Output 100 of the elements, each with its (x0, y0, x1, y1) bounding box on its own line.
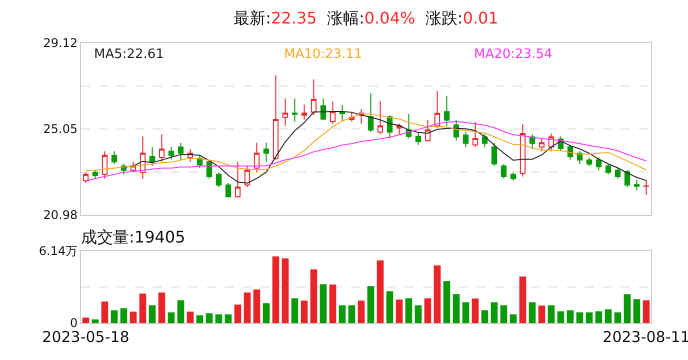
bar (472, 298, 479, 323)
bar (186, 312, 194, 323)
candlestick (624, 170, 630, 188)
bar (576, 312, 584, 323)
bar (434, 265, 441, 323)
y-tick-label: 20.98 (43, 208, 78, 222)
bar (291, 298, 298, 323)
bar (462, 302, 470, 323)
bar (500, 305, 508, 323)
bar (272, 256, 280, 323)
candlestick (491, 142, 498, 166)
bar (396, 300, 403, 323)
candlestick (444, 96, 450, 126)
bar (120, 308, 128, 323)
bar (481, 310, 488, 323)
bar (510, 314, 517, 323)
bar (206, 313, 213, 323)
bar (367, 286, 374, 323)
candlestick (92, 170, 98, 180)
y-tick-label: 6.14万 (38, 244, 78, 258)
bar (82, 318, 90, 323)
bar (557, 311, 564, 323)
bar (624, 294, 631, 323)
bar (262, 303, 270, 323)
bar (196, 315, 204, 323)
bar (282, 258, 289, 323)
bar (177, 300, 184, 323)
bar (414, 305, 422, 323)
bar (642, 300, 650, 323)
line-series (85, 120, 647, 182)
bar (148, 305, 156, 323)
y-tick-label: 0 (70, 316, 78, 330)
candlestick (614, 168, 621, 180)
text: MA20:23.54 (474, 47, 552, 62)
candlestick (643, 179, 650, 196)
bar (329, 284, 336, 323)
line-series (85, 112, 647, 171)
bar (253, 289, 260, 323)
candlestick (102, 150, 108, 180)
candlestick (368, 92, 374, 133)
bar (548, 305, 555, 323)
text: MA10:23.11 (284, 47, 362, 62)
bar (358, 300, 365, 323)
candlestick (263, 142, 270, 162)
candlestick (586, 157, 592, 166)
candlestick (424, 119, 431, 142)
candlestick (462, 132, 469, 148)
candlestick (634, 179, 640, 191)
bar (300, 300, 308, 323)
candlestick (292, 98, 298, 122)
candlestick (225, 182, 232, 198)
bar (424, 298, 432, 323)
bar (110, 310, 118, 323)
candlestick (244, 165, 250, 188)
candlestick (538, 138, 545, 152)
candlestick (149, 146, 156, 166)
bar (310, 269, 318, 323)
bar (224, 314, 232, 323)
bar (234, 304, 242, 323)
candlestick (415, 132, 422, 146)
chart-title: 最新:22.35 涨幅:0.04% 涨跌:0.01 (234, 8, 498, 28)
candlestick (330, 101, 336, 124)
bar (338, 305, 346, 323)
line-series (123, 110, 647, 184)
candlestick (472, 121, 478, 148)
bar (320, 284, 327, 323)
bar (538, 306, 546, 323)
candlestick (111, 150, 118, 164)
candlestick (216, 172, 222, 188)
bar (130, 312, 137, 323)
bar (244, 292, 251, 323)
candlestick (320, 98, 326, 121)
bar (614, 312, 622, 323)
bar (158, 292, 166, 323)
bar (519, 276, 526, 323)
bar (139, 294, 146, 323)
candlestick (301, 104, 308, 120)
candlestick (510, 172, 516, 182)
bar (452, 294, 460, 323)
x-tick-label: 2023-05-18 (42, 328, 130, 346)
bar (595, 311, 602, 323)
candlestick (434, 90, 440, 128)
bar (443, 281, 450, 323)
candlestick (377, 100, 384, 135)
candlestick (310, 78, 317, 116)
bar (215, 314, 222, 323)
bar (92, 319, 99, 323)
bar (101, 302, 108, 323)
candlestick (596, 157, 602, 171)
bar (168, 312, 175, 323)
y-tick-label: 29.12 (43, 36, 78, 50)
candlestick (178, 142, 184, 160)
candlestick (520, 123, 526, 178)
candlestick (282, 98, 288, 126)
bar (405, 298, 412, 323)
bar (566, 310, 574, 323)
text: MA5:22.61 (94, 47, 164, 62)
bar (386, 291, 394, 323)
bar (586, 312, 593, 323)
candlestick (254, 142, 260, 173)
